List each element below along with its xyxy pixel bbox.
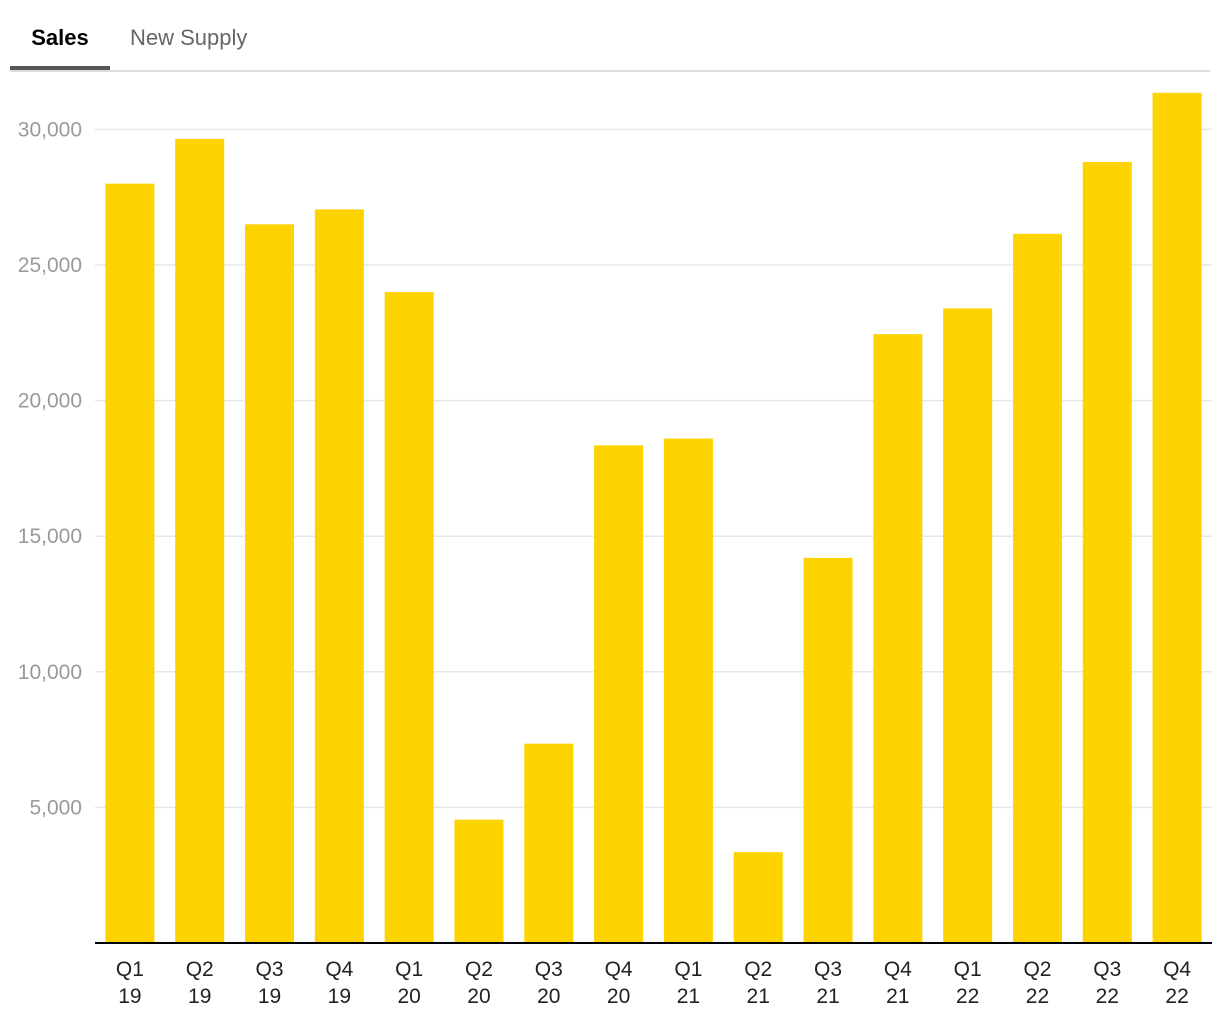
bar — [733, 852, 783, 943]
y-tick-label: 25,000 — [18, 254, 82, 277]
active-tab-indicator — [10, 66, 110, 70]
bar — [105, 183, 155, 943]
x-tick-label-quarter: Q2 — [465, 958, 493, 981]
x-tick-label-quarter: Q1 — [674, 958, 702, 981]
bar — [1012, 233, 1062, 943]
bar — [663, 438, 713, 943]
sales-bar-chart: 5,000 10,000 15,000 20,000 25,000 30,000 Q1 19 Q… — [18, 92, 1212, 1008]
bar — [454, 819, 504, 943]
tab-bar: Sales New Supply — [10, 0, 1210, 72]
x-tick-label-quarter: Q3 — [1093, 958, 1121, 981]
bar — [245, 224, 295, 943]
x-tick-label-year: 22 — [1026, 985, 1049, 1008]
x-tick-label-quarter: Q1 — [954, 958, 982, 981]
bar — [1152, 92, 1202, 943]
x-tick-label-year: 19 — [328, 985, 351, 1008]
x-tick-label-quarter: Q4 — [884, 958, 912, 981]
y-tick-label: 20,000 — [18, 390, 82, 413]
x-tick-label-year: 20 — [537, 985, 560, 1008]
x-tick-label-year: 19 — [118, 985, 141, 1008]
x-tick-label-year: 21 — [677, 985, 700, 1008]
tab-sales-label: Sales — [31, 25, 89, 50]
x-tick-label-year: 20 — [607, 985, 630, 1008]
x-tick-label-year: 22 — [1165, 985, 1188, 1008]
x-tick-label-quarter: Q3 — [814, 958, 842, 981]
x-tick-label-year: 22 — [1096, 985, 1119, 1008]
bar — [175, 138, 225, 944]
x-tick-label-quarter: Q4 — [605, 958, 633, 981]
tab-sales[interactable]: Sales — [10, 22, 110, 72]
x-tick-label-year: 20 — [397, 985, 420, 1008]
y-tick-label: 30,000 — [18, 118, 82, 141]
x-tick-label-year: 20 — [467, 985, 490, 1008]
tab-bar-divider — [10, 70, 1210, 72]
x-tick-label-year: 21 — [886, 985, 909, 1008]
bar — [943, 308, 993, 944]
bar — [594, 445, 644, 943]
y-tick-label: 5,000 — [29, 796, 82, 819]
x-tick-label-quarter: Q4 — [1163, 958, 1191, 981]
x-tick-label-quarter: Q2 — [186, 958, 214, 981]
y-tick-label: 10,000 — [18, 661, 82, 684]
x-tick-label-quarter: Q4 — [325, 958, 353, 981]
x-tick-label-quarter: Q2 — [744, 958, 772, 981]
bar — [1082, 161, 1132, 944]
bar — [873, 334, 923, 943]
x-tick-label-quarter: Q1 — [395, 958, 423, 981]
x-tick-label-quarter: Q2 — [1023, 958, 1051, 981]
bar — [803, 557, 853, 943]
bar — [314, 209, 364, 944]
x-tick-label-year: 19 — [188, 985, 211, 1008]
x-tick-label-quarter: Q3 — [535, 958, 563, 981]
x-tick-label-quarter: Q1 — [116, 958, 144, 981]
x-tick-label-year: 21 — [747, 985, 770, 1008]
x-tick-label-year: 21 — [816, 985, 839, 1008]
y-tick-label: 15,000 — [18, 525, 82, 548]
x-tick-label-quarter: Q3 — [256, 958, 284, 981]
tab-new-supply[interactable]: New Supply — [110, 22, 267, 72]
bar — [384, 292, 434, 943]
x-tick-label-year: 22 — [956, 985, 979, 1008]
bar — [524, 743, 574, 943]
tab-new-supply-label: New Supply — [130, 25, 248, 50]
x-tick-label-year: 19 — [258, 985, 281, 1008]
